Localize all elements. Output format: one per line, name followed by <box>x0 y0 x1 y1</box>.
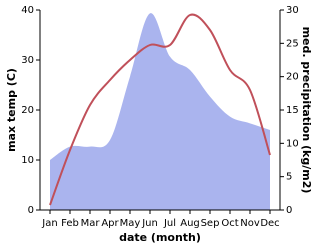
y2-tick-label: 20 <box>286 72 299 83</box>
x-tick-label: Sep <box>201 218 220 229</box>
x-tick-label: Mar <box>81 218 101 229</box>
y-axis-label: max temp (C) <box>5 68 18 152</box>
x-tick-label: Nov <box>240 218 260 229</box>
x-axis-label: date (month) <box>119 231 201 244</box>
temperature-line <box>49 13 271 206</box>
y2-tick-label: 0 <box>286 205 292 216</box>
x-tick-label: Jun <box>141 218 158 229</box>
x-tick-label: Jan <box>41 218 57 229</box>
y-tick-label: 10 <box>21 155 34 166</box>
y-tick-label: 40 <box>21 5 34 16</box>
x-tick-label: May <box>120 218 141 229</box>
x-tick-label: Jul <box>163 218 176 229</box>
precipitation-area <box>50 13 270 210</box>
y2-tick-label: 30 <box>286 5 299 16</box>
y-tick-label: 30 <box>21 55 34 66</box>
y-tick-label: 0 <box>28 205 34 216</box>
x-tick-label: Feb <box>61 218 79 229</box>
x-tick-label: Oct <box>221 218 238 229</box>
x-tick-label: Aug <box>180 218 200 229</box>
x-tick-label: Dec <box>260 218 279 229</box>
y2-tick-label: 5 <box>286 172 292 183</box>
y-tick-label: 20 <box>21 105 34 116</box>
x-tick-label: Apr <box>101 218 119 229</box>
y2-tick-label: 10 <box>286 138 299 149</box>
y2-axis-label: med. precipitation (kg/m2) <box>300 27 313 194</box>
y2-tick-label: 15 <box>286 105 299 116</box>
y2-tick-label: 25 <box>286 38 299 49</box>
